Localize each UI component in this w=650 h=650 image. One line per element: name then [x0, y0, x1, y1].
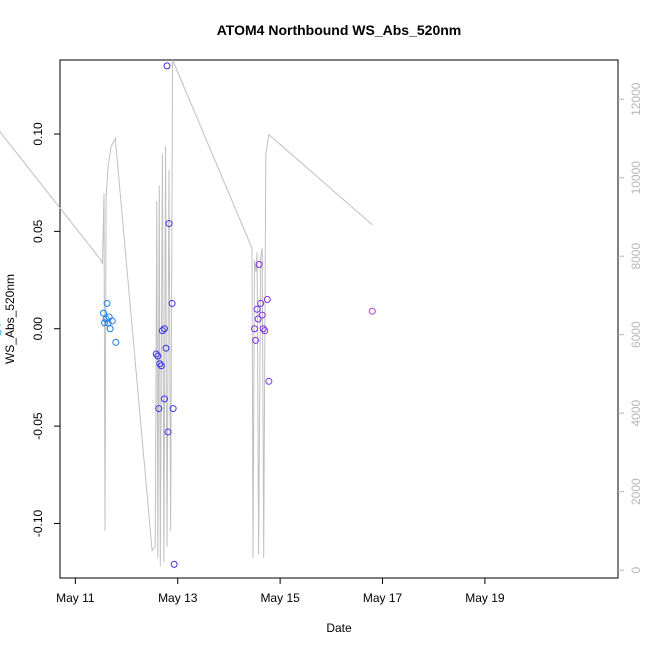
- y2-tick-label: 4000: [629, 400, 643, 427]
- x-tick-label: May 15: [260, 591, 300, 605]
- x-tick-label: May 11: [56, 591, 95, 605]
- data-point: [101, 319, 109, 327]
- y2-tick-label: 12000: [629, 82, 643, 116]
- data-point: [106, 325, 114, 333]
- data-point: [163, 62, 171, 70]
- data-point: [263, 296, 271, 304]
- y2-tick-label: 0: [629, 566, 643, 573]
- data-points: [0, 62, 376, 568]
- x-tick-label: May 19: [465, 591, 505, 605]
- data-point: [154, 352, 162, 360]
- y-tick-label: 0.00: [31, 317, 45, 341]
- data-point: [162, 344, 170, 352]
- x-tick-label: May 17: [363, 591, 403, 605]
- secondary-series: [0, 59, 373, 567]
- data-point: [168, 299, 176, 307]
- data-point: [253, 305, 261, 313]
- y-axis: -0.10 -0.05 0.00 0.05 0.10: [31, 122, 60, 537]
- secondary-y-axis: 0 2000 4000 6000 8000 10000 12000: [618, 82, 643, 573]
- y-tick-label: 0.10: [31, 122, 45, 146]
- y-axis-label: WS_Abs_520nm: [3, 274, 17, 364]
- y-tick-label: 0.05: [31, 219, 45, 243]
- secondary-series-line: [0, 59, 373, 567]
- data-point: [156, 360, 164, 368]
- x-axis: May 11 May 13 May 15 May 17 May 19: [56, 578, 505, 605]
- data-point: [100, 309, 108, 317]
- data-point: [251, 325, 259, 333]
- data-point: [160, 325, 168, 333]
- plot-frame: [59, 59, 619, 579]
- y-tick-label: -0.05: [31, 412, 45, 440]
- x-tick-label: May 13: [158, 591, 198, 605]
- data-point: [252, 336, 260, 344]
- data-point: [255, 260, 263, 268]
- x-axis-label: Date: [326, 621, 352, 635]
- y2-tick-label: 2000: [629, 478, 643, 505]
- data-point: [103, 299, 111, 307]
- data-point: [155, 405, 163, 413]
- data-point: [259, 325, 267, 333]
- data-point: [157, 362, 165, 370]
- data-point: [160, 395, 168, 403]
- data-point: [108, 317, 116, 325]
- data-point: [0, 329, 2, 336]
- data-point: [170, 560, 178, 568]
- data-point: [368, 307, 376, 315]
- data-point: [265, 377, 273, 385]
- data-point: [257, 299, 265, 307]
- data-point: [164, 428, 172, 436]
- data-point: [258, 311, 266, 319]
- data-point: [152, 350, 160, 358]
- y2-tick-label: 6000: [629, 321, 643, 348]
- data-point: [158, 327, 166, 335]
- data-point: [254, 315, 262, 323]
- data-point: [112, 338, 120, 346]
- chart-title: ATOM4 Northbound WS_Abs_520nm: [217, 22, 462, 38]
- data-point: [261, 327, 269, 335]
- y2-tick-label: 10000: [629, 161, 643, 195]
- data-point: [169, 405, 177, 413]
- data-point: [165, 220, 173, 228]
- y-tick-label: -0.10: [31, 509, 45, 537]
- y2-tick-label: 8000: [629, 243, 643, 270]
